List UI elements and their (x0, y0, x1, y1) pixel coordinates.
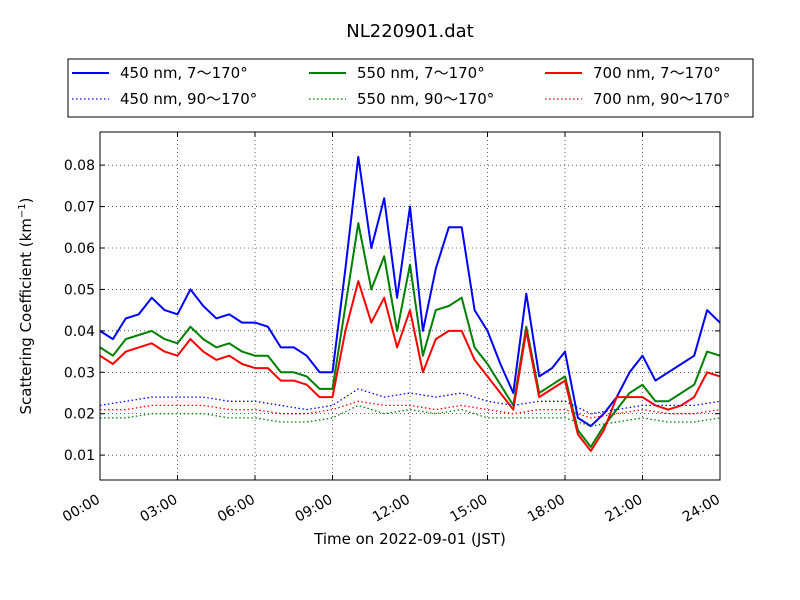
y-tick-label: 0.02 (64, 407, 95, 423)
legend-label: 450 nm, 90～170° (120, 90, 257, 108)
x-axis-label: Time on 2022-09-01 (JST) (313, 530, 506, 548)
x-tick-label: 21:00 (603, 492, 646, 526)
legend-label: 700 nm, 7～170° (593, 64, 721, 82)
series-line-2 (99, 280, 721, 452)
y-tick-label: 0.06 (64, 241, 95, 257)
y-tick-label: 0.04 (64, 324, 95, 340)
x-tick-label: 18:00 (525, 492, 568, 526)
y-axis-label-prefix: Scattering Coefficient (km (17, 218, 35, 414)
legend-label: 550 nm, 7～170° (357, 64, 485, 82)
x-tick-label: 09:00 (293, 492, 336, 526)
y-tick-label: 0.03 (64, 365, 95, 381)
plot-frame (99, 131, 721, 481)
chart-title: NL220901.dat (346, 21, 473, 42)
legend-frame (67, 58, 754, 118)
x-tick-label: 06:00 (215, 492, 258, 526)
y-tick-label: 0.01 (64, 448, 95, 464)
plot-lines (99, 155, 721, 452)
y-tick-label: 0.05 (64, 282, 95, 298)
series-line-5 (100, 400, 721, 419)
x-tick-label: 15:00 (448, 492, 491, 526)
y-axis-label: Scattering Coefficient (km−1) (17, 197, 35, 414)
y-axis-label-sup: −1 (17, 203, 28, 218)
series-line-1 (99, 222, 721, 448)
y-tick-label: 0.08 (64, 158, 95, 174)
x-tick-label: 24:00 (680, 492, 723, 526)
legend: 450 nm, 7～170° 550 nm, 7～170° 700 nm, 7～17… (67, 58, 754, 118)
y-tick-label: 0.07 (64, 200, 95, 216)
grid (100, 132, 720, 480)
x-tick-label: 12:00 (370, 492, 413, 526)
series-line-0 (99, 155, 721, 428)
x-tick-label: 00:00 (60, 492, 103, 526)
legend-label: 700 nm, 90～170° (593, 90, 730, 108)
legend-label: 550 nm, 90～170° (357, 90, 494, 108)
legend-label: 450 nm, 7～170° (120, 64, 248, 82)
y-axis-label-suffix: ) (17, 197, 35, 203)
x-tick-label: 03:00 (138, 492, 181, 526)
